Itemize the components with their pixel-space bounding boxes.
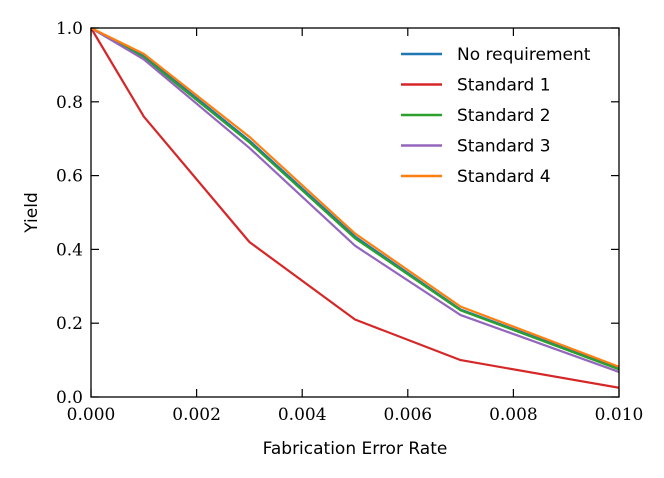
legend-label: Standard 3 xyxy=(457,137,551,157)
x-tick-label: 0.008 xyxy=(489,405,538,425)
y-tick-label: 0.4 xyxy=(56,240,83,260)
y-tick-label: 0.2 xyxy=(56,314,83,334)
legend-label: Standard 1 xyxy=(457,76,551,96)
x-axis-title: Fabrication Error Rate xyxy=(263,439,448,459)
series-layer xyxy=(90,27,620,389)
legend: No requirement Standard 1 Standard 2 Standa… xyxy=(401,45,591,187)
legend-label: No requirement xyxy=(457,45,591,65)
y-tick-label: 1.0 xyxy=(56,19,83,39)
series-line-standard-2 xyxy=(90,27,620,371)
legend-label: Standard 2 xyxy=(457,106,551,126)
series-line-standard-1 xyxy=(90,27,620,389)
ticks-layer: 0.000 0.002 0.004 0.006 0.008 0.010 0.0 0.2 0.4 0… xyxy=(56,19,643,425)
legend-label: Standard 4 xyxy=(457,167,551,187)
series-line-standard-3 xyxy=(90,27,620,373)
x-tick-label: 0.010 xyxy=(595,405,644,425)
x-tick-label: 0.000 xyxy=(67,405,116,425)
x-tick-label: 0.002 xyxy=(172,405,221,425)
y-tick-label: 0.8 xyxy=(56,93,83,113)
y-tick-label: 0.0 xyxy=(56,388,83,408)
y-tick-label: 0.6 xyxy=(56,167,83,187)
plot-frame xyxy=(90,27,620,398)
x-tick-label: 0.004 xyxy=(278,405,327,425)
y-axis-title: Yield xyxy=(22,192,42,233)
x-tick-label: 0.006 xyxy=(383,405,432,425)
series-line-standard-4 xyxy=(90,27,620,368)
